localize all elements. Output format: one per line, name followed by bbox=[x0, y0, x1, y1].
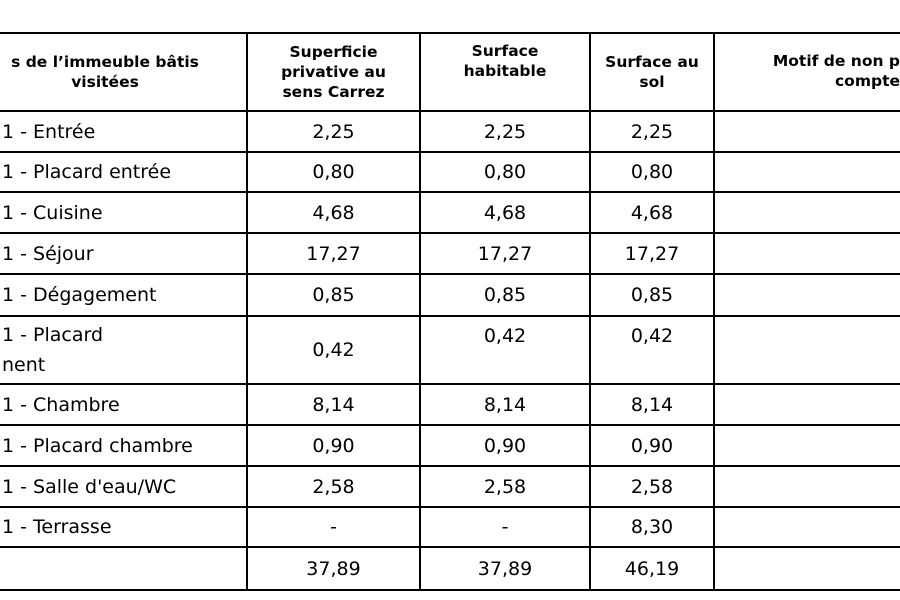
area-value: 0,42 bbox=[630, 325, 674, 347]
row-rule bbox=[0, 546, 900, 548]
row-rule bbox=[0, 589, 900, 591]
area-value: 0,90 bbox=[483, 434, 527, 457]
room-label: 1 - Chambre bbox=[2, 393, 120, 416]
total-value: 46,19 bbox=[624, 557, 680, 580]
row-rule bbox=[0, 273, 900, 275]
area-value: 4,68 bbox=[483, 201, 527, 224]
area-value: 17,27 bbox=[624, 242, 680, 265]
area-value: 4,68 bbox=[630, 201, 674, 224]
area-value: 0,80 bbox=[312, 161, 355, 183]
area-value: 8,14 bbox=[312, 393, 355, 416]
area-value: 0,80 bbox=[630, 161, 674, 183]
header-cell: Surface habitable bbox=[463, 42, 547, 80]
area-value: 4,68 bbox=[312, 201, 355, 224]
room-label: 1 - Entrée bbox=[2, 120, 96, 143]
area-value: 2,58 bbox=[312, 475, 355, 498]
total-value: 37,89 bbox=[477, 557, 533, 580]
area-value: 0,42 bbox=[483, 325, 527, 347]
row-rule bbox=[0, 465, 900, 467]
room-label: 1 - Placard chambre bbox=[2, 434, 193, 457]
room-label: 1 - Dégagement bbox=[2, 284, 157, 306]
row-rule bbox=[0, 110, 900, 112]
area-value: 0,85 bbox=[483, 284, 527, 306]
room-label: 1 - Placard entrée bbox=[2, 161, 172, 183]
area-value: 0,90 bbox=[312, 434, 355, 457]
row-rule bbox=[0, 315, 900, 317]
area-value: 0,42 bbox=[312, 339, 355, 361]
area-value: 0,90 bbox=[630, 434, 674, 457]
row-rule bbox=[0, 32, 900, 34]
area-value: 17,27 bbox=[477, 242, 533, 265]
header-cell: Motif de non p compte bbox=[772, 52, 900, 90]
area-value: 2,25 bbox=[312, 120, 355, 143]
area-value: 8,30 bbox=[630, 516, 674, 538]
area-value: 17,27 bbox=[306, 242, 361, 265]
row-rule bbox=[0, 191, 900, 193]
area-value: 0,85 bbox=[312, 284, 355, 306]
row-rule bbox=[0, 506, 900, 508]
area-value: 2,58 bbox=[630, 475, 674, 498]
row-rule bbox=[0, 383, 900, 385]
area-value: 2,25 bbox=[630, 120, 674, 143]
room-label: 1 - Salle d'eau/WC bbox=[2, 475, 177, 498]
area-value: - bbox=[330, 516, 337, 538]
area-value: - bbox=[501, 516, 509, 538]
total-value: 37,89 bbox=[306, 557, 361, 580]
room-label: 1 - Terrasse bbox=[2, 516, 112, 538]
row-rule bbox=[0, 151, 900, 153]
area-value: 2,25 bbox=[483, 120, 527, 143]
column-rule bbox=[589, 33, 591, 590]
area-value: 0,85 bbox=[630, 284, 674, 306]
area-value: 2,58 bbox=[483, 475, 527, 498]
area-value: 8,14 bbox=[483, 393, 527, 416]
header-cell: Surface au sol bbox=[605, 53, 699, 91]
column-rule bbox=[246, 33, 248, 590]
room-label: 1 - Cuisine bbox=[2, 201, 103, 224]
row-rule bbox=[0, 232, 900, 234]
header-cell: s de l’immeuble bâtis visitées bbox=[11, 53, 199, 91]
header-cell: Superficie privative au sens Carrez bbox=[281, 43, 386, 101]
column-rule bbox=[419, 33, 421, 590]
row-rule bbox=[0, 424, 900, 426]
room-label: 1 - Placard nent bbox=[2, 324, 104, 376]
area-value: 0,80 bbox=[483, 161, 527, 183]
room-label: 1 - Séjour bbox=[2, 242, 94, 265]
area-value: 8,14 bbox=[630, 393, 674, 416]
column-rule bbox=[713, 33, 715, 590]
